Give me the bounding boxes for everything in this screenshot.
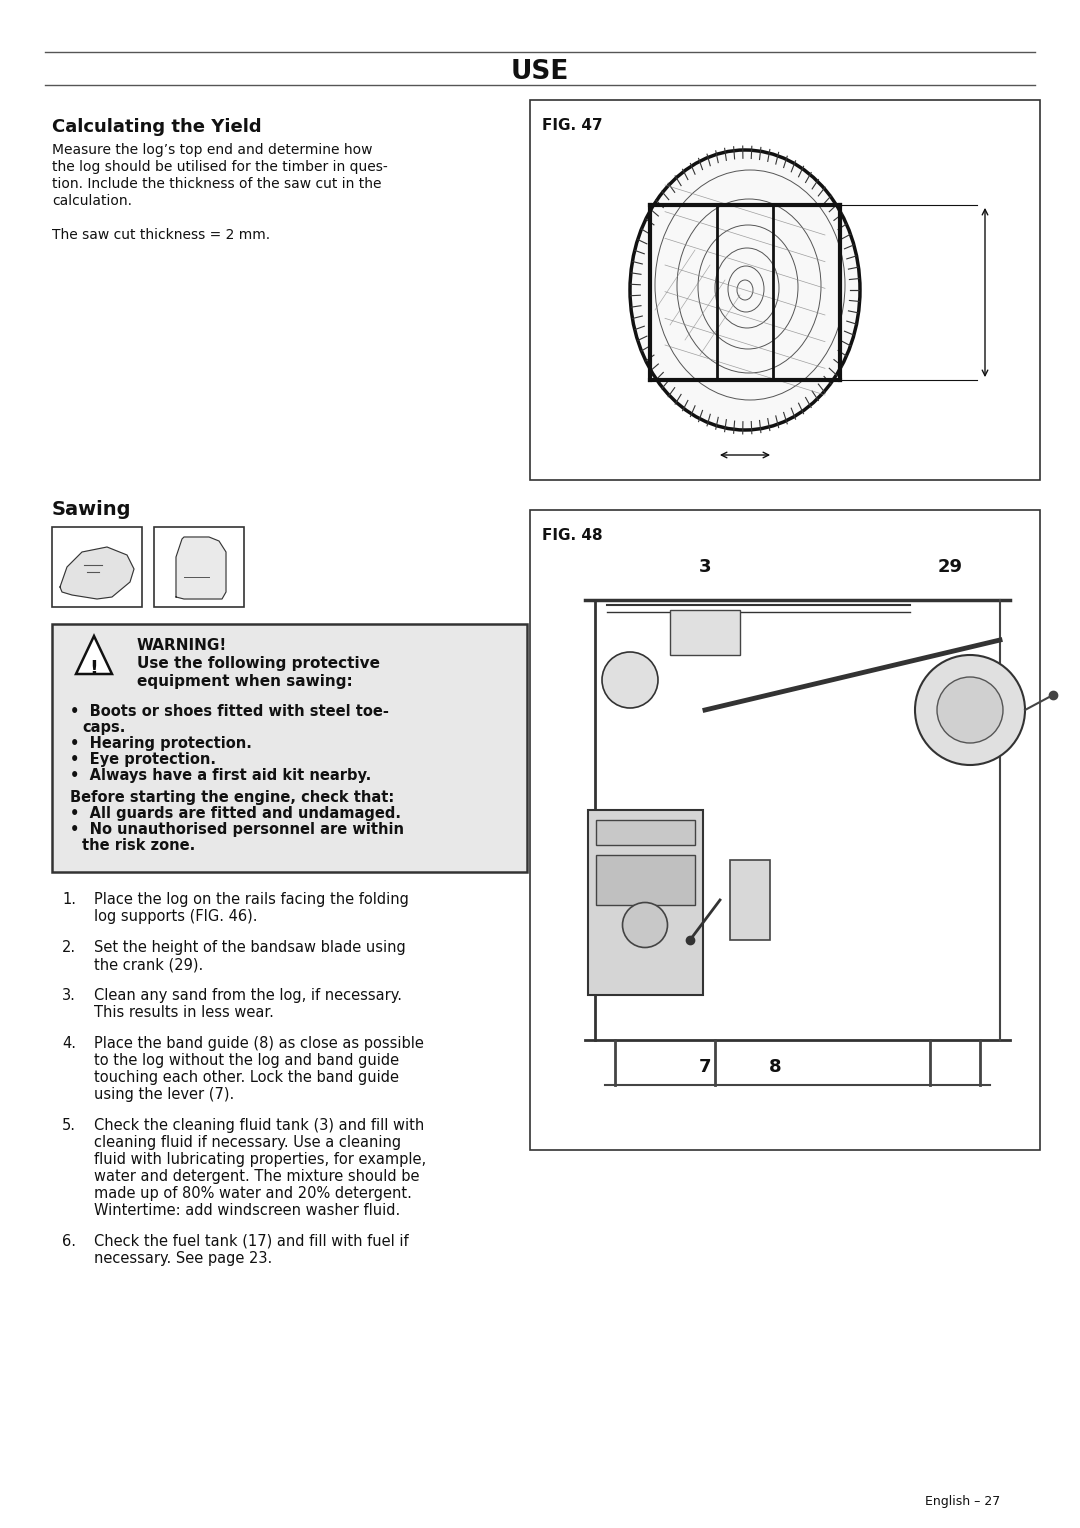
Ellipse shape xyxy=(630,150,860,429)
Text: Clean any sand from the log, if necessary.: Clean any sand from the log, if necessar… xyxy=(94,989,402,1002)
Text: made up of 80% water and 20% detergent.: made up of 80% water and 20% detergent. xyxy=(94,1186,411,1201)
Bar xyxy=(52,527,141,607)
Text: •  Hearing protection.: • Hearing protection. xyxy=(70,736,252,750)
Text: 7: 7 xyxy=(699,1057,712,1076)
Polygon shape xyxy=(76,636,112,674)
Polygon shape xyxy=(176,536,226,599)
Text: 3.: 3. xyxy=(62,989,76,1002)
Bar xyxy=(52,623,527,872)
Text: to the log without the log and band guide: to the log without the log and band guid… xyxy=(94,1053,400,1068)
Text: Wintertime: add windscreen washer fluid.: Wintertime: add windscreen washer fluid. xyxy=(94,1203,401,1218)
Text: Before starting the engine, check that:: Before starting the engine, check that: xyxy=(70,790,394,805)
Text: water and detergent. The mixture should be: water and detergent. The mixture should … xyxy=(94,1169,419,1184)
Text: FIG. 47: FIG. 47 xyxy=(542,118,603,133)
Text: the log should be utilised for the timber in ques-: the log should be utilised for the timbe… xyxy=(52,160,388,174)
Text: Measure the log’s top end and determine how: Measure the log’s top end and determine … xyxy=(52,144,373,157)
Text: 8: 8 xyxy=(769,1057,781,1076)
Text: WARNING!: WARNING! xyxy=(137,639,227,652)
Text: FIG. 48: FIG. 48 xyxy=(542,529,603,542)
Ellipse shape xyxy=(622,903,667,947)
Text: Calculating the Yield: Calculating the Yield xyxy=(52,118,261,136)
Text: 29: 29 xyxy=(937,558,962,576)
Text: the risk zone.: the risk zone. xyxy=(82,837,195,853)
Text: Check the fuel tank (17) and fill with fuel if: Check the fuel tank (17) and fill with f… xyxy=(94,1235,408,1248)
Text: •  Always have a first aid kit nearby.: • Always have a first aid kit nearby. xyxy=(70,769,372,782)
Bar xyxy=(596,821,696,845)
Bar xyxy=(596,856,696,905)
Text: 3: 3 xyxy=(699,558,712,576)
Text: !: ! xyxy=(90,659,98,677)
Text: necessary. See page 23.: necessary. See page 23. xyxy=(94,1251,272,1267)
Text: •  Eye protection.: • Eye protection. xyxy=(70,752,216,767)
Text: English – 27: English – 27 xyxy=(924,1494,1000,1508)
Text: •  Boots or shoes fitted with steel toe-: • Boots or shoes fitted with steel toe- xyxy=(70,704,389,720)
Text: •  No unauthorised personnel are within: • No unauthorised personnel are within xyxy=(70,822,404,837)
Bar xyxy=(670,610,740,656)
Text: 4.: 4. xyxy=(62,1036,76,1051)
Text: Check the cleaning fluid tank (3) and fill with: Check the cleaning fluid tank (3) and fi… xyxy=(94,1118,424,1132)
Text: the crank (29).: the crank (29). xyxy=(94,957,203,972)
Text: •  All guards are fitted and undamaged.: • All guards are fitted and undamaged. xyxy=(70,805,401,821)
Text: equipment when sawing:: equipment when sawing: xyxy=(137,674,353,689)
Text: Place the log on the rails facing the folding: Place the log on the rails facing the fo… xyxy=(94,892,409,908)
Text: Use the following protective: Use the following protective xyxy=(137,656,380,671)
Bar xyxy=(530,99,1040,480)
Text: 5.: 5. xyxy=(62,1118,76,1132)
Text: USE: USE xyxy=(511,60,569,86)
Text: This results in less wear.: This results in less wear. xyxy=(94,1005,274,1021)
Polygon shape xyxy=(60,547,134,599)
Bar xyxy=(588,810,703,995)
Text: tion. Include the thickness of the saw cut in the: tion. Include the thickness of the saw c… xyxy=(52,177,381,191)
Bar xyxy=(730,860,770,940)
Bar xyxy=(530,510,1040,1151)
Ellipse shape xyxy=(602,652,658,707)
Ellipse shape xyxy=(937,677,1003,743)
Text: Place the band guide (8) as close as possible: Place the band guide (8) as close as pos… xyxy=(94,1036,423,1051)
Text: caps.: caps. xyxy=(82,720,125,735)
Text: log supports (FIG. 46).: log supports (FIG. 46). xyxy=(94,909,257,924)
Text: 1.: 1. xyxy=(62,892,76,908)
Text: using the lever (7).: using the lever (7). xyxy=(94,1086,234,1102)
Text: The saw cut thickness = 2 mm.: The saw cut thickness = 2 mm. xyxy=(52,228,270,241)
Text: touching each other. Lock the band guide: touching each other. Lock the band guide xyxy=(94,1070,399,1085)
Text: cleaning fluid if necessary. Use a cleaning: cleaning fluid if necessary. Use a clean… xyxy=(94,1135,401,1151)
Text: 6.: 6. xyxy=(62,1235,76,1248)
Text: fluid with lubricating properties, for example,: fluid with lubricating properties, for e… xyxy=(94,1152,427,1167)
Text: 2.: 2. xyxy=(62,940,76,955)
Ellipse shape xyxy=(915,656,1025,766)
Text: calculation.: calculation. xyxy=(52,194,132,208)
Text: Set the height of the bandsaw blade using: Set the height of the bandsaw blade usin… xyxy=(94,940,406,955)
Bar xyxy=(154,527,244,607)
Text: Sawing: Sawing xyxy=(52,500,132,520)
